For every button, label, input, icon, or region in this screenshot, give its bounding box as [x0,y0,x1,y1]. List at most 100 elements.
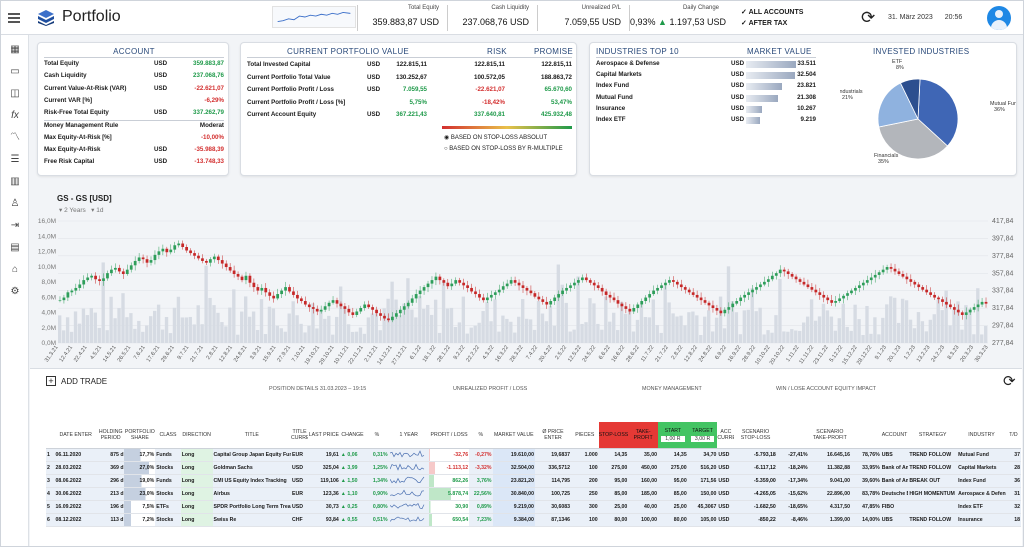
mm-sub-value[interactable]: 1,00 R [661,435,685,442]
volume-bar [319,310,323,343]
column-header[interactable]: START 1,00 R [658,422,688,449]
table-refresh-icon[interactable]: ⟳ [1003,373,1016,390]
settings-icon[interactable]: ⚙ [10,286,20,297]
money-rule-select[interactable]: Moderat [199,121,224,129]
wallet-icon[interactable]: ▭ [10,66,20,77]
price-chart[interactable]: 417,84 397,84 377,84 357,84 337,84 317,84 297,… [30,215,1022,365]
dashboard-icon[interactable]: ▦ [10,44,20,55]
column-header[interactable]: TITLE CURRENCY [291,422,308,449]
pie-slice[interactable] [917,78,959,147]
column-header[interactable]: PORTFOLIO SHARE [124,422,156,449]
column-header[interactable]: TITLE [212,422,292,449]
cell-account: Bank of America [880,461,909,475]
column-header[interactable] [851,422,881,449]
column-header[interactable]: CLASS [155,422,181,449]
add-trade-button[interactable]: + ADD TRADE [46,376,107,386]
document-icon[interactable]: ▤ [10,242,20,253]
volume-bar [766,330,770,343]
portfolio-cell-r: 337.640,81 [474,111,505,118]
x-tick: 20.4.22 [538,345,554,364]
candle-body [359,308,363,312]
column-header[interactable]: INDUSTRY [957,422,1006,449]
column-header[interactable]: DIRECTION [180,422,213,449]
column-header[interactable]: SCENARIO STOP-LOSS [734,422,777,449]
column-header[interactable]: HOLDING PERIOD [96,422,125,449]
list-icon[interactable]: ☰ [10,154,20,165]
refresh-icon[interactable]: ⟳ [861,8,876,27]
radio-stoploss-absolut[interactable]: ◉ BASED ON STOP-LOSS ABSOLUT [444,135,548,141]
section-money-mgmt: MONEY MANAGEMENT [642,386,702,392]
portfolio-logo-icon [38,10,54,26]
cell-spark [388,487,429,501]
all-accounts-toggle[interactable]: ALL ACCOUNTS [741,7,804,18]
bank-icon[interactable]: ⌂ [11,264,19,275]
table-row[interactable]: 3 08.06.2022 296 d 19,0% Funds Long CMI US Equ… [46,474,1021,488]
x-tick: 24.8.22 [698,345,714,364]
account-row-value: 359.883,87 [193,60,224,67]
column-header[interactable]: T/D [1005,422,1021,449]
trend-icon[interactable]: 〽 [10,132,20,143]
portfolio-cell-r: 122.815,11 [474,61,505,68]
user-money-icon[interactable]: ♙ [10,198,20,209]
column-header[interactable]: % [365,422,389,449]
candle-body [272,295,276,299]
column-header[interactable]: PROFIT / LOSS [428,422,470,449]
portfolio-cell-p: 65.670,60 [544,86,572,93]
radio-stoploss-rmultiple[interactable]: ○ BASED ON STOP-LOSS BY R-MULTIPLE [444,146,563,152]
column-header[interactable]: DATE ENTER [54,422,97,449]
table-row[interactable]: 2 28.03.2022 369 d 27,0% Stocks Long Goldman S… [46,461,1021,475]
column-header[interactable]: MARKET VALUE [492,422,535,449]
column-header[interactable]: CHANGE [339,422,366,449]
account-row-label: Cash Liquidity [44,72,87,80]
candle-body [652,290,655,295]
column-header[interactable]: PIECES [571,422,599,449]
column-header[interactable]: ACC CURRENCY [717,422,735,449]
bar-chart-icon[interactable]: ▥ [10,176,20,187]
column-header[interactable]: ACCOUNT [880,422,909,449]
candle-body [90,275,94,278]
column-header[interactable]: SCENARIO TAKE-PROFIT [808,422,852,449]
after-tax-toggle[interactable]: AFTER TAX [741,18,803,29]
candle-body [402,306,406,310]
cell-pct: 0,80% [365,500,389,514]
table-row[interactable]: 4 30.06.2022 213 d 23,0% Stocks Long Airbus EUR… [46,487,1021,501]
volume-bar [61,330,66,343]
export-icon[interactable]: ⇥ [10,220,20,231]
column-header[interactable] [776,422,809,449]
account-row-currency: USD [154,146,168,154]
chart-range[interactable]: ▾ 2 Years ▾ 1d [59,207,104,214]
column-header[interactable]: 1 YEAR [388,422,429,449]
table-row[interactable]: 1 06.11.2020 875 d 17,7% Funds Long Capital Gr… [46,448,1021,462]
menu-icon[interactable] [8,13,20,23]
up-arrow-icon: ▲ [340,451,348,458]
positions-table: DATE ENTER HOLDING PERIOD PORTFOLIO SHARE C… [46,422,1021,527]
volume-bar [825,310,830,343]
column-header[interactable]: TAKE-PROFIT [628,422,658,449]
column-header[interactable]: % [469,422,493,449]
account-row-currency: USD [154,158,168,166]
cell-sl: 85,00 [598,487,629,501]
pie-slice[interactable] [878,118,949,160]
volume-bar [244,296,248,343]
column-header[interactable]: TARGET 3,00 R [687,422,718,449]
formula-icon[interactable]: fx [11,110,19,121]
industry-row: Mutual Fund USD 21.308 [596,94,816,104]
column-header[interactable]: STRATEGY [908,422,958,449]
column-header[interactable]: Ø PRICE ENTER [534,422,572,449]
mm-sub-value[interactable]: 3,00 R [690,435,715,442]
pie-slice[interactable] [899,78,921,120]
cell-strategy: TREND FOLLOW [908,513,958,527]
volume-bar [952,309,956,343]
datetime: 31. März 2023 20:56 [888,14,963,21]
pie-slice[interactable] [877,82,919,128]
table-row[interactable]: 5 16.09.2022 196 d 7,5% ETFs Long SPDR Portfol… [46,500,1021,514]
candle-body [299,298,303,302]
column-header[interactable]: STOP-LOSS [598,422,629,449]
x-tick: 17.6.21 [146,345,162,364]
table-row[interactable]: 6 08.12.2022 113 d 7,2% Stocks Long Swiss Re CH… [46,513,1021,527]
volume-bar [714,317,719,343]
volume-bar [536,300,541,343]
column-header[interactable]: LAST PRICE [307,422,340,449]
user-avatar[interactable] [987,6,1011,30]
briefcase-icon[interactable]: ◫ [10,88,20,99]
